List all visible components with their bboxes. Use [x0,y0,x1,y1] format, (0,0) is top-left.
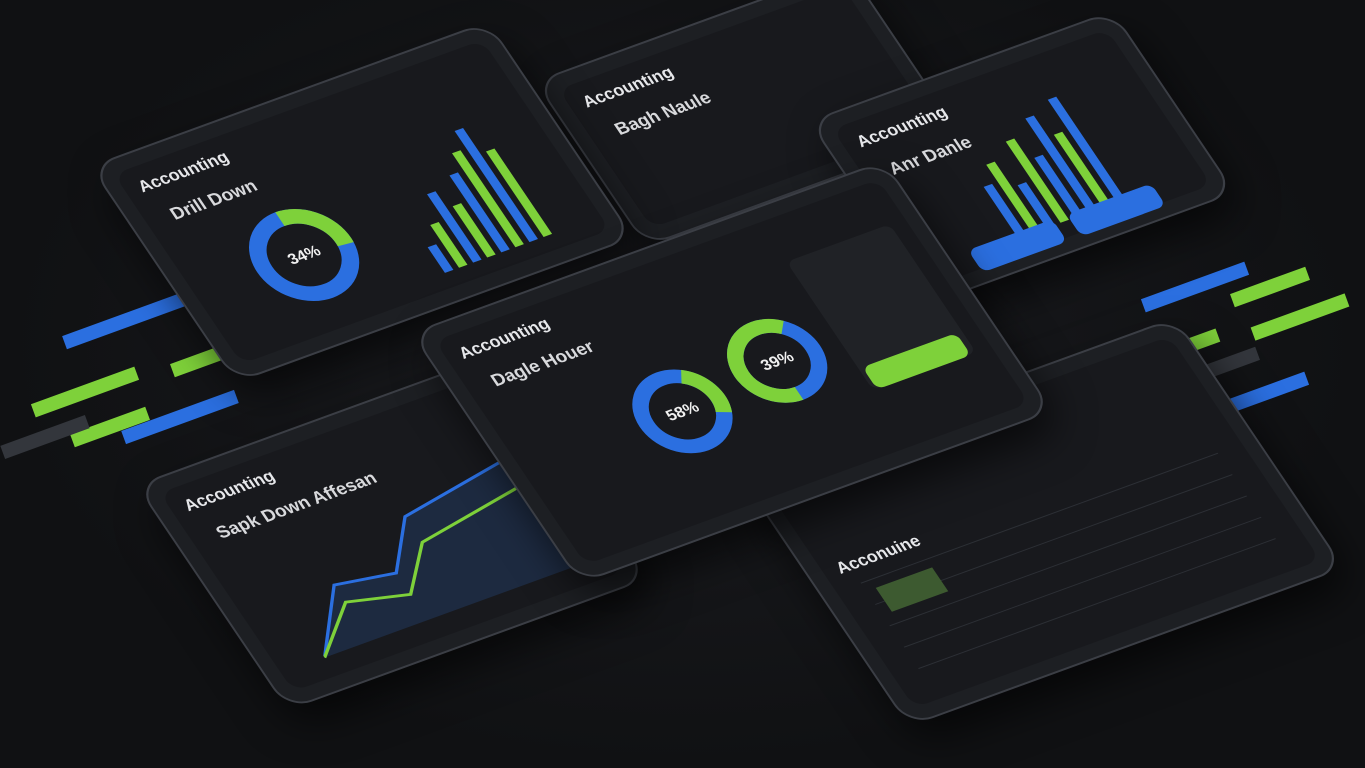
line [322,457,508,659]
line [323,482,525,659]
area [324,458,579,658]
panel: Accounting Drill Down 34% [89,20,635,384]
donut-label: 34% [284,242,324,268]
donut-label: 39% [757,348,797,374]
panel: Accounting Sapk Down Affesan [135,353,649,711]
donut: 39% [727,319,828,403]
area-chart [322,457,579,659]
streak [30,366,140,418]
donut: 58% [632,369,733,454]
streak [1140,261,1250,313]
streak [1250,293,1350,341]
donut-label: 58% [662,399,702,425]
donut-segment [248,208,360,302]
panel: Accounting Dagle Houer 58% 39% [410,160,1054,584]
donut-segment [727,319,828,403]
donut: 34% [248,208,360,302]
